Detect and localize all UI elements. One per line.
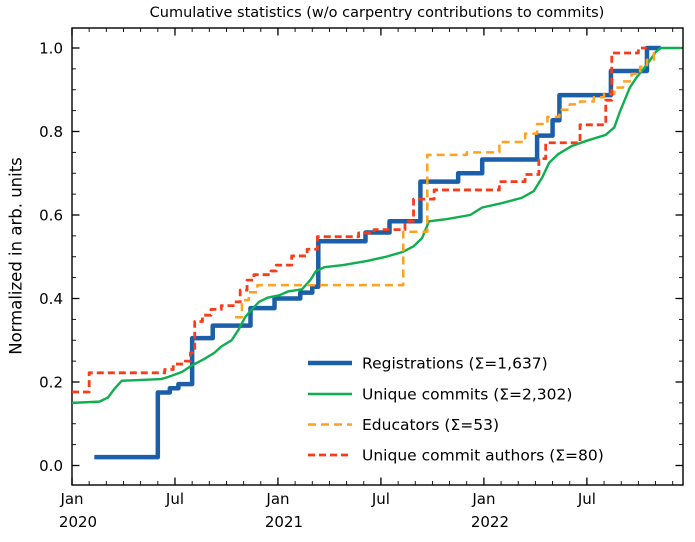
x-tick-label: Jan — [265, 490, 289, 508]
x-tick-label: Jul — [577, 490, 596, 508]
x-tick-label: Jul — [371, 490, 390, 508]
y-tick-label: 0.4 — [39, 290, 63, 308]
legend-label-educators: Educators (Σ=53) — [362, 416, 499, 434]
x-tick-label: Jan — [471, 490, 495, 508]
x-tick-label: Jan — [59, 490, 83, 508]
x-tick-year-label: 2022 — [471, 513, 509, 531]
x-tick-year-label: 2020 — [59, 513, 97, 531]
y-axis-label: Normalized in arb. units — [6, 157, 26, 355]
y-tick-label: 0.0 — [39, 457, 63, 475]
series-educators — [235, 48, 656, 319]
y-tick-label: 0.8 — [39, 123, 63, 141]
x-tick-year-label: 2021 — [265, 513, 303, 531]
legend-label-registrations: Registrations (Σ=1,637) — [362, 355, 548, 373]
chart-title: Cumulative statistics (w/o carpentry con… — [149, 5, 605, 21]
y-tick-label: 0.2 — [39, 374, 63, 392]
y-tick-label: 0.6 — [39, 207, 63, 225]
legend-label-unique-commits: Unique commits (Σ=2,302) — [362, 386, 572, 404]
x-tick-label: Jul — [165, 490, 184, 508]
series-unique-commit-authors — [72, 46, 647, 394]
series-unique-commits — [72, 46, 682, 405]
legend-label-unique-commit-authors: Unique commit authors (Σ=80) — [362, 447, 604, 465]
series-registrations — [94, 45, 661, 460]
y-tick-label: 1.0 — [39, 40, 63, 58]
